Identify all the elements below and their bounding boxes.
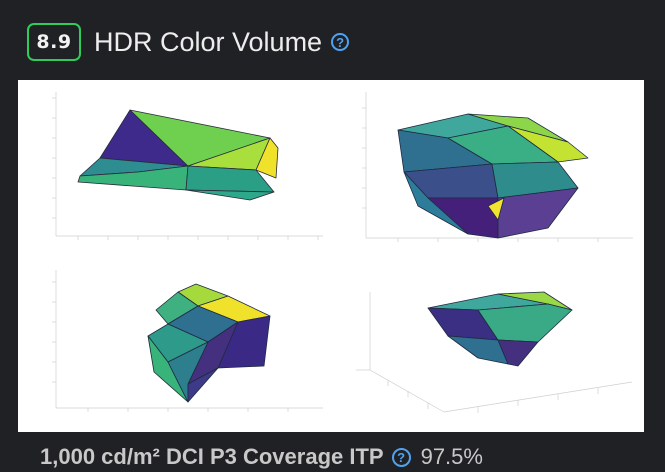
metric-value: 97.5% xyxy=(420,444,483,469)
header: 8.9 HDR Color Volume ? xyxy=(27,20,350,64)
color-volume-image xyxy=(18,80,644,432)
color-volume-plot-bottom-right xyxy=(356,291,633,413)
question-circle-icon[interactable]: ? xyxy=(331,33,350,51)
color-volume-plot-top-right xyxy=(362,92,633,242)
color-volume-plot-top-left xyxy=(52,92,323,240)
section-title: HDR Color Volume xyxy=(94,26,323,57)
question-circle-icon[interactable]: ? xyxy=(391,447,411,467)
color-volume-plot-bottom-left xyxy=(52,270,323,412)
metric-label: 1,000 cd/m² DCI P3 Coverage ITP xyxy=(40,444,384,469)
score-badge: 8.9 xyxy=(27,23,81,61)
footer-metric: 1,000 cd/m² DCI P3 Coverage ITP ? 97.5% xyxy=(40,444,483,470)
